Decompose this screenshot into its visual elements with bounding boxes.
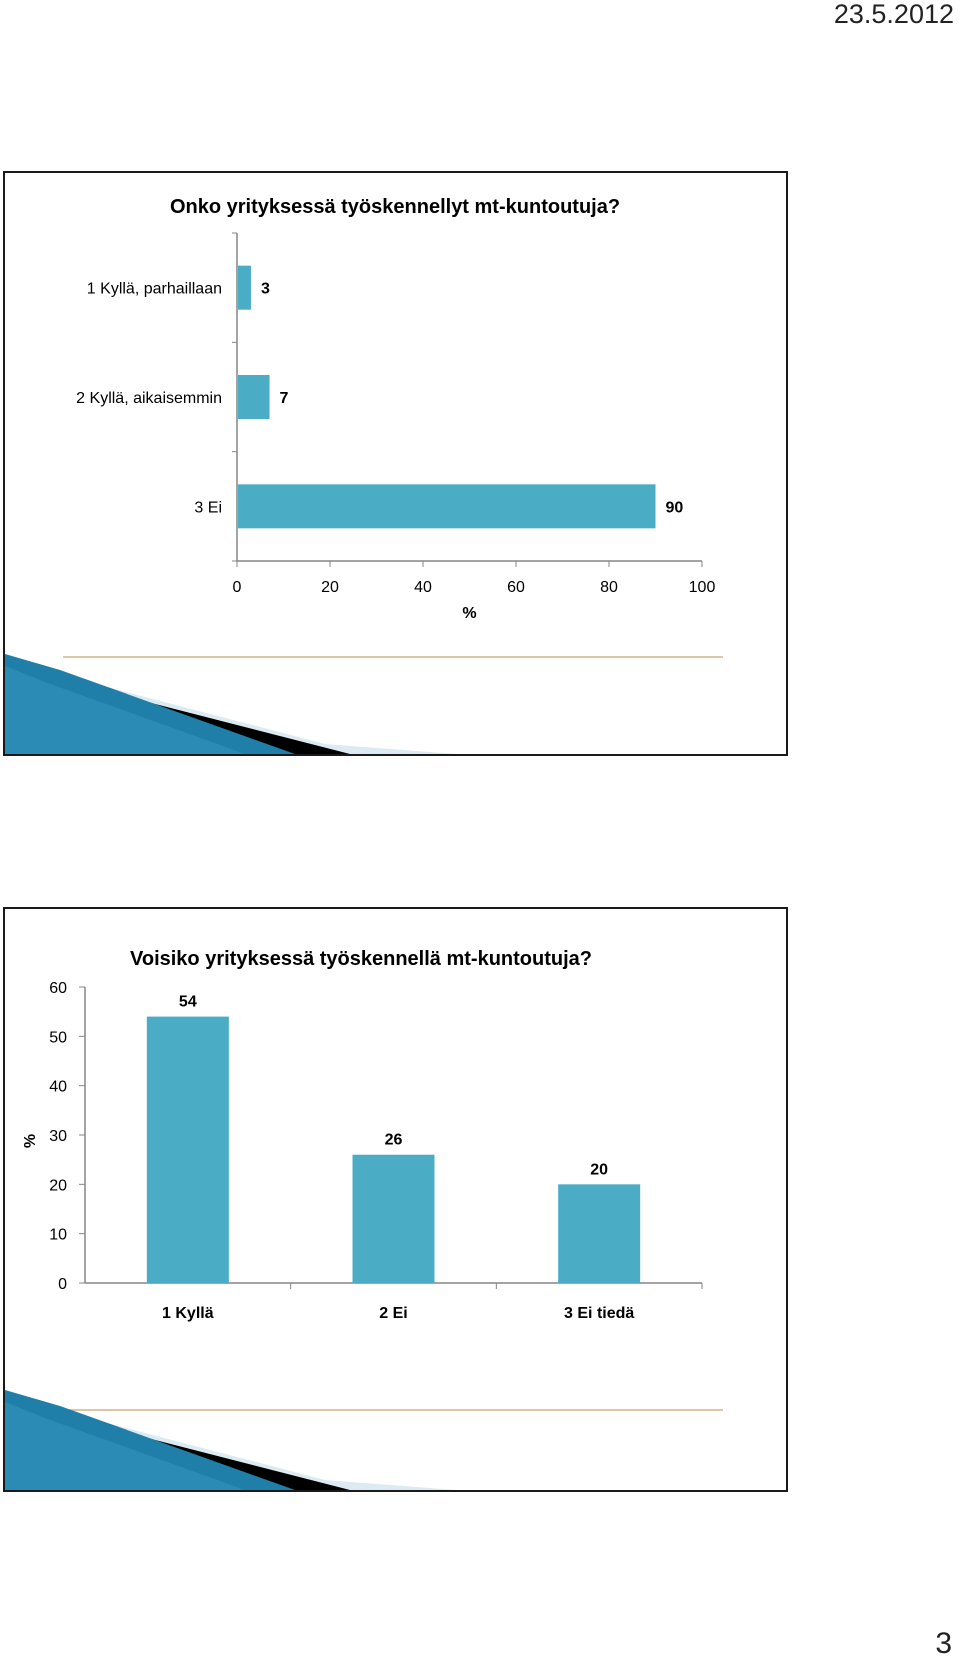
data-label: 3 — [261, 281, 270, 298]
slide-2: Voisiko yrityksessä työskennellä mt-kunt… — [3, 907, 788, 1492]
bar — [558, 1184, 641, 1283]
data-label: 90 — [666, 499, 684, 516]
x-tick-label: 60 — [507, 579, 525, 596]
bar — [238, 484, 656, 529]
chart-title: Onko yrityksessä työskennellyt mt-kuntou… — [170, 196, 620, 218]
y-tick-label: 10 — [49, 1227, 67, 1244]
page-date: 23.5.2012 — [833, 0, 954, 29]
category-label: 3 Ei tiedä — [564, 1305, 634, 1322]
slide-1: Onko yrityksessä työskennellyt mt-kuntou… — [3, 171, 788, 756]
chart-title: Voisiko yrityksessä työskennellä mt-kunt… — [130, 948, 592, 970]
category-label: 2 Kyllä, aikaisemmin — [76, 390, 222, 407]
category-label: 1 Kyllä — [162, 1305, 214, 1322]
page-number: 3 — [935, 1627, 952, 1660]
data-label: 20 — [590, 1161, 608, 1178]
y-tick-label: 30 — [49, 1128, 67, 1145]
horizontal-bar-chart: Onko yrityksessä työskennellyt mt-kuntou… — [76, 196, 716, 622]
x-tick-label: 20 — [321, 579, 339, 596]
x-tick-label: 40 — [414, 579, 432, 596]
slide-corner-decoration — [5, 1390, 723, 1490]
y-tick-label: 20 — [49, 1177, 67, 1194]
bar — [238, 375, 270, 419]
y-tick-label: 40 — [49, 1079, 67, 1096]
data-label: 26 — [385, 1132, 403, 1149]
bar — [352, 1154, 435, 1283]
x-tick-label: 80 — [600, 579, 618, 596]
category-label: 3 Ei — [194, 499, 222, 516]
y-axis-label: % — [22, 1134, 39, 1148]
category-label: 1 Kyllä, parhaillaan — [87, 281, 222, 298]
x-axis-label: % — [462, 605, 476, 622]
y-tick-label: 60 — [49, 980, 67, 997]
data-label: 7 — [280, 390, 289, 407]
bar — [146, 1016, 229, 1283]
slide-corner-decoration — [5, 654, 723, 754]
bar — [238, 265, 251, 310]
vertical-bar-chart: Voisiko yrityksessä työskennellä mt-kunt… — [22, 948, 703, 1322]
y-tick-label: 0 — [58, 1276, 67, 1293]
category-label: 2 Ei — [379, 1305, 407, 1322]
x-tick-label: 0 — [233, 579, 242, 596]
data-label: 54 — [179, 994, 197, 1011]
x-tick-label: 100 — [689, 579, 716, 596]
y-tick-label: 50 — [49, 1029, 67, 1046]
